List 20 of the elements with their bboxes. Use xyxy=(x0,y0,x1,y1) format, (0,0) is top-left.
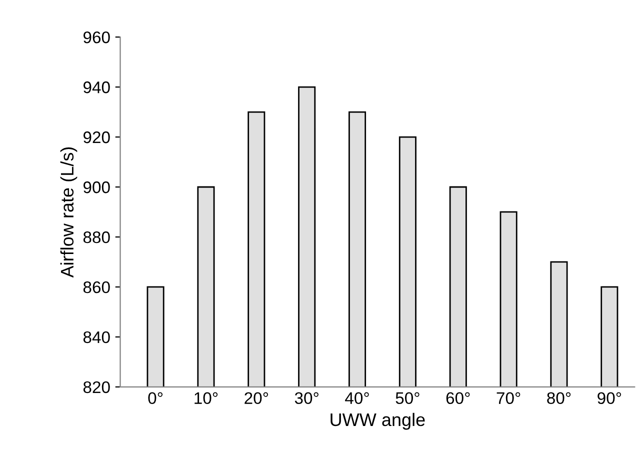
x-tick-label: 30° xyxy=(294,392,318,404)
x-tick-label: 60° xyxy=(446,392,470,404)
x-tick-label: 40° xyxy=(345,392,369,404)
x-tick-label: 70° xyxy=(496,392,520,404)
x-tick-label: 80° xyxy=(547,392,571,404)
x-tick-label: 50° xyxy=(396,392,420,404)
y-tick-label: 880 xyxy=(83,231,110,244)
y-tick-label: 860 xyxy=(83,281,110,294)
x-tick-label: 0° xyxy=(148,392,163,404)
y-tick-label: 940 xyxy=(83,81,110,94)
x-axis-title: UWW angle xyxy=(330,412,425,430)
y-tick-label: 840 xyxy=(83,331,110,344)
x-tick-label: 20° xyxy=(244,392,268,404)
y-tick-label: 920 xyxy=(83,131,110,144)
y-tick-label: 960 xyxy=(83,31,110,44)
x-tick-label: 90° xyxy=(598,392,622,404)
x-tick-label: 10° xyxy=(194,392,218,404)
y-tick-label: 900 xyxy=(83,181,110,194)
y-axis-title: Airflow rate (L/s) xyxy=(60,147,78,278)
y-tick-label: 820 xyxy=(83,381,110,394)
